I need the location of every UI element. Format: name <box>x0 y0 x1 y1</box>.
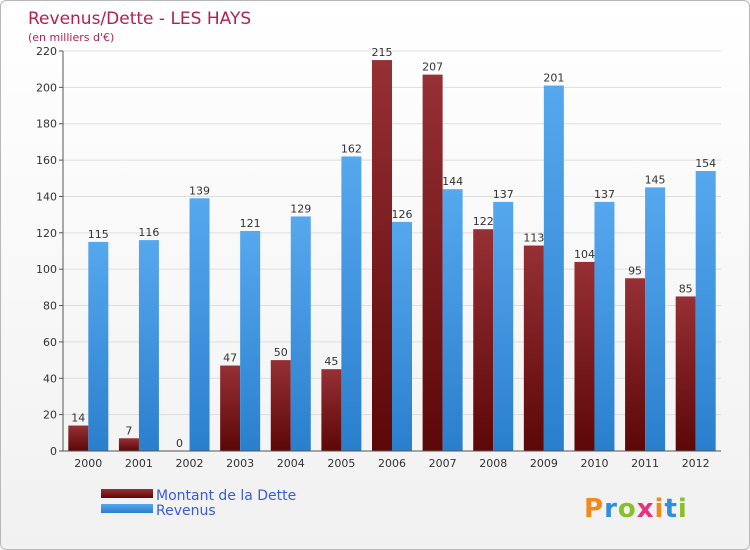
value-label-revenus-2006: 126 <box>392 208 413 221</box>
value-label-revenus-2011: 145 <box>645 173 666 186</box>
y-tick-label: 120 <box>36 227 57 240</box>
logo-letter: i <box>678 494 688 524</box>
y-tick-label: 20 <box>43 409 57 422</box>
value-label-dette-2012: 85 <box>679 282 693 295</box>
y-tick-label: 200 <box>36 81 57 94</box>
value-label-revenus-2012: 154 <box>695 157 716 170</box>
value-label-dette-2006: 215 <box>372 46 393 59</box>
logo-letter: o <box>618 494 637 524</box>
x-tick-label: 2001 <box>125 457 153 470</box>
chart-subtitle: (en milliers d'€) <box>28 31 114 44</box>
bar-dette-2004 <box>270 360 291 451</box>
bar-revenus-2003 <box>240 231 261 451</box>
logo-letter: x <box>637 494 655 524</box>
bar-dette-2001 <box>118 438 139 451</box>
value-label-revenus-2008: 137 <box>493 188 514 201</box>
x-tick-label: 2012 <box>682 457 710 470</box>
bar-revenus-2007 <box>442 189 463 451</box>
bar-dette-2003 <box>220 365 241 451</box>
bar-revenus-2012 <box>695 171 716 451</box>
value-label-dette-2007: 207 <box>422 61 443 74</box>
bar-dette-2006 <box>372 60 392 451</box>
bar-revenus-2006 <box>392 221 412 451</box>
bar-revenus-2005 <box>341 156 362 452</box>
value-label-revenus-2005: 162 <box>341 142 362 155</box>
legend: Montant de la Dette Revenus <box>101 488 296 519</box>
bar-revenus-2010 <box>594 201 615 451</box>
value-label-dette-2004: 50 <box>274 346 288 359</box>
value-label-dette-2002: 0 <box>176 437 183 450</box>
y-tick-label: 80 <box>43 300 57 313</box>
bar-revenus-2001 <box>138 240 159 451</box>
bar-revenus-2011 <box>645 187 666 451</box>
bar-revenus-2002 <box>189 198 210 451</box>
legend-label-debt: Montant de la Dette <box>156 488 296 504</box>
x-axis-ticks: 2000 2001 2002 2003 2004 2005 2006 2007 2008 2009… <box>74 457 709 470</box>
value-label-revenus-2010: 137 <box>594 188 615 201</box>
y-tick-label: 40 <box>43 372 57 385</box>
bar-dette-2008 <box>473 229 494 451</box>
logo-letter: P <box>584 494 604 524</box>
x-tick-label: 2006 <box>378 457 406 470</box>
logo-letter: i <box>655 494 665 524</box>
bar-dette-2012 <box>675 296 696 451</box>
value-label-revenus-2003: 121 <box>240 217 261 230</box>
x-tick-label: 2003 <box>226 457 254 470</box>
value-labels: 14 115 7 116 0 139 47 121 50 129 45 162 215 126 207 144… <box>71 46 716 450</box>
value-label-revenus-2001: 116 <box>138 226 159 239</box>
value-label-revenus-2002: 139 <box>189 184 210 197</box>
y-axis-ticks: 0 20 40 60 80 100 120 140 160 180 200 220 <box>36 45 63 458</box>
bar-dette-2007 <box>422 74 443 452</box>
logo-letter: t <box>664 494 677 524</box>
x-tick-label: 2008 <box>479 457 507 470</box>
value-label-dette-2005: 45 <box>324 355 338 368</box>
x-tick-label: 2009 <box>530 457 558 470</box>
y-tick-label: 220 <box>36 45 57 58</box>
legend-swatch-revenus <box>101 504 153 513</box>
bar-dette-2005 <box>321 369 342 451</box>
bar-dette-2010 <box>574 261 595 451</box>
x-tick-label: 2000 <box>74 457 102 470</box>
x-tick-label: 2010 <box>580 457 608 470</box>
x-tick-label: 2004 <box>277 457 305 470</box>
value-label-revenus-2000: 115 <box>88 228 109 241</box>
x-tick-label: 2007 <box>429 457 457 470</box>
logo-letter: r <box>604 494 618 524</box>
y-tick-label: 160 <box>36 154 57 167</box>
y-tick-label: 0 <box>50 445 57 458</box>
y-tick-label: 180 <box>36 118 57 131</box>
chart-title: Revenus/Dette - LES HAYS <box>28 9 251 29</box>
x-tick-label: 2002 <box>176 457 204 470</box>
bars <box>68 60 716 452</box>
legend-swatch-debt <box>101 489 153 498</box>
x-tick-label: 2011 <box>631 457 659 470</box>
proxiti-logo: Proxiti <box>584 494 688 524</box>
value-label-revenus-2009: 201 <box>543 72 564 85</box>
value-label-dette-2003: 47 <box>223 352 237 365</box>
x-tick-label: 2005 <box>327 457 355 470</box>
bar-dette-2000 <box>68 425 89 451</box>
value-label-revenus-2007: 144 <box>442 175 463 188</box>
bar-revenus-2008 <box>493 201 514 451</box>
bar-dette-2009 <box>523 245 544 451</box>
value-label-dette-2011: 95 <box>628 264 642 277</box>
value-label-dette-2008: 122 <box>473 215 494 228</box>
y-tick-label: 100 <box>36 263 57 276</box>
value-label-dette-2001: 7 <box>125 424 132 437</box>
y-tick-label: 60 <box>43 336 57 349</box>
legend-label-revenus: Revenus <box>156 503 216 519</box>
bar-revenus-2000 <box>88 241 109 451</box>
value-label-dette-2000: 14 <box>71 412 85 425</box>
bar-revenus-2004 <box>290 216 311 451</box>
value-label-dette-2010: 104 <box>574 248 595 261</box>
value-label-dette-2009: 113 <box>523 232 544 245</box>
y-tick-label: 140 <box>36 190 57 203</box>
bar-dette-2011 <box>625 278 646 451</box>
value-label-revenus-2004: 129 <box>290 202 311 215</box>
bar-revenus-2009 <box>543 85 564 451</box>
